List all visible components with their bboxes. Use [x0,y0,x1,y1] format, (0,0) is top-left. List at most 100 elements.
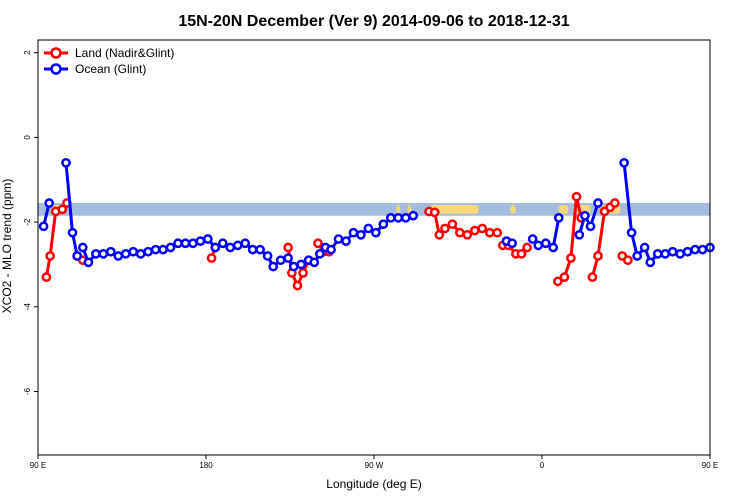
axes: 90 E 180 90 W 0 90 E 2 0 -2 -4 -6 [23,50,718,470]
data-point [363,223,374,234]
data-point [113,251,124,261]
data-point [188,238,198,249]
data-point [455,227,465,238]
data-point [623,255,633,266]
data-point [553,213,564,223]
data-point [283,242,293,253]
data-point [527,234,538,244]
data-point [240,238,251,249]
data-point [516,249,527,259]
data-point [660,249,671,259]
data-point [434,229,445,240]
data-point [393,213,404,223]
x-tick-label: 90 E [30,461,46,470]
data-point [626,227,637,238]
data-point [682,246,693,257]
data-point [217,238,228,249]
x-axis-label: Longitude (deg E) [326,477,421,491]
chart-title: 15N-20N December (Ver 9) 2014-09-06 to 2… [178,13,569,30]
x-tick-label: 0 [540,461,545,470]
data-point [341,236,351,246]
plot-frame [37,39,711,456]
y-tick-label: -4 [23,303,32,311]
data-point [548,242,559,253]
data-point [585,221,596,232]
data-point [507,238,517,249]
data-point [61,157,71,168]
data-point [105,246,116,257]
ocean-band [38,203,710,216]
y-tick-label: 2 [23,50,32,55]
data-point [559,272,570,282]
data-point [315,249,325,259]
legend-marker-land [50,47,62,59]
data-point [492,227,503,238]
data-point [255,244,265,255]
data-point [619,157,629,168]
legend: Land (Nadir&Glint) Ocean (Glint) [44,46,174,76]
data-point [378,219,389,230]
land-patch [558,205,569,214]
data-point [356,229,366,240]
data-point [566,253,576,263]
y-tick-label: 0 [23,135,32,140]
data-point [429,207,440,218]
data-point [540,238,551,249]
data-point [83,257,94,268]
data-point [574,229,585,240]
data-point [667,246,678,257]
data-point [173,238,183,249]
data-point [150,244,161,255]
data-point [210,242,221,253]
data-point [580,210,590,221]
data-point [44,198,55,208]
y-axis-label: XCO2 - MLO trend (ppm) [0,179,14,314]
data-point [385,213,396,223]
data-point [639,242,650,253]
data-point [165,242,176,253]
data-point [348,227,359,238]
data-point [158,244,168,255]
data-point [268,261,279,272]
legend-marker-ocean [50,63,62,75]
data-point [296,259,307,270]
data-point [180,238,191,249]
data-point [41,272,52,282]
land-patch [396,205,401,214]
data-point [593,251,603,261]
data-point [288,261,299,272]
data-point [67,227,78,238]
land-patch [510,205,516,214]
x-tick-label: 180 [199,461,213,470]
data-point [587,272,598,282]
data-point [462,229,473,240]
y-tick-label: -2 [23,218,32,226]
data-point [690,244,700,255]
data-point [195,236,206,246]
data-point [447,219,458,230]
data-point [225,242,236,253]
data-point [333,234,344,244]
data-point [371,227,381,238]
data-point [38,221,49,232]
data-point [675,249,685,259]
data-point [247,244,258,255]
series-line [577,202,600,236]
data-point [609,198,620,208]
data-point [57,204,68,215]
data-point [275,255,286,266]
data-point [484,227,495,238]
data-point [469,225,480,236]
data-point [326,244,336,255]
data-point [697,244,708,255]
data-point [400,213,411,223]
data-point [206,253,217,263]
data-point [91,249,101,259]
data-point [313,238,323,249]
data-point [408,210,419,221]
data-point [652,249,663,259]
data-point [98,249,109,259]
series-layer [38,157,715,291]
x-tick-label: 90 W [365,461,384,470]
